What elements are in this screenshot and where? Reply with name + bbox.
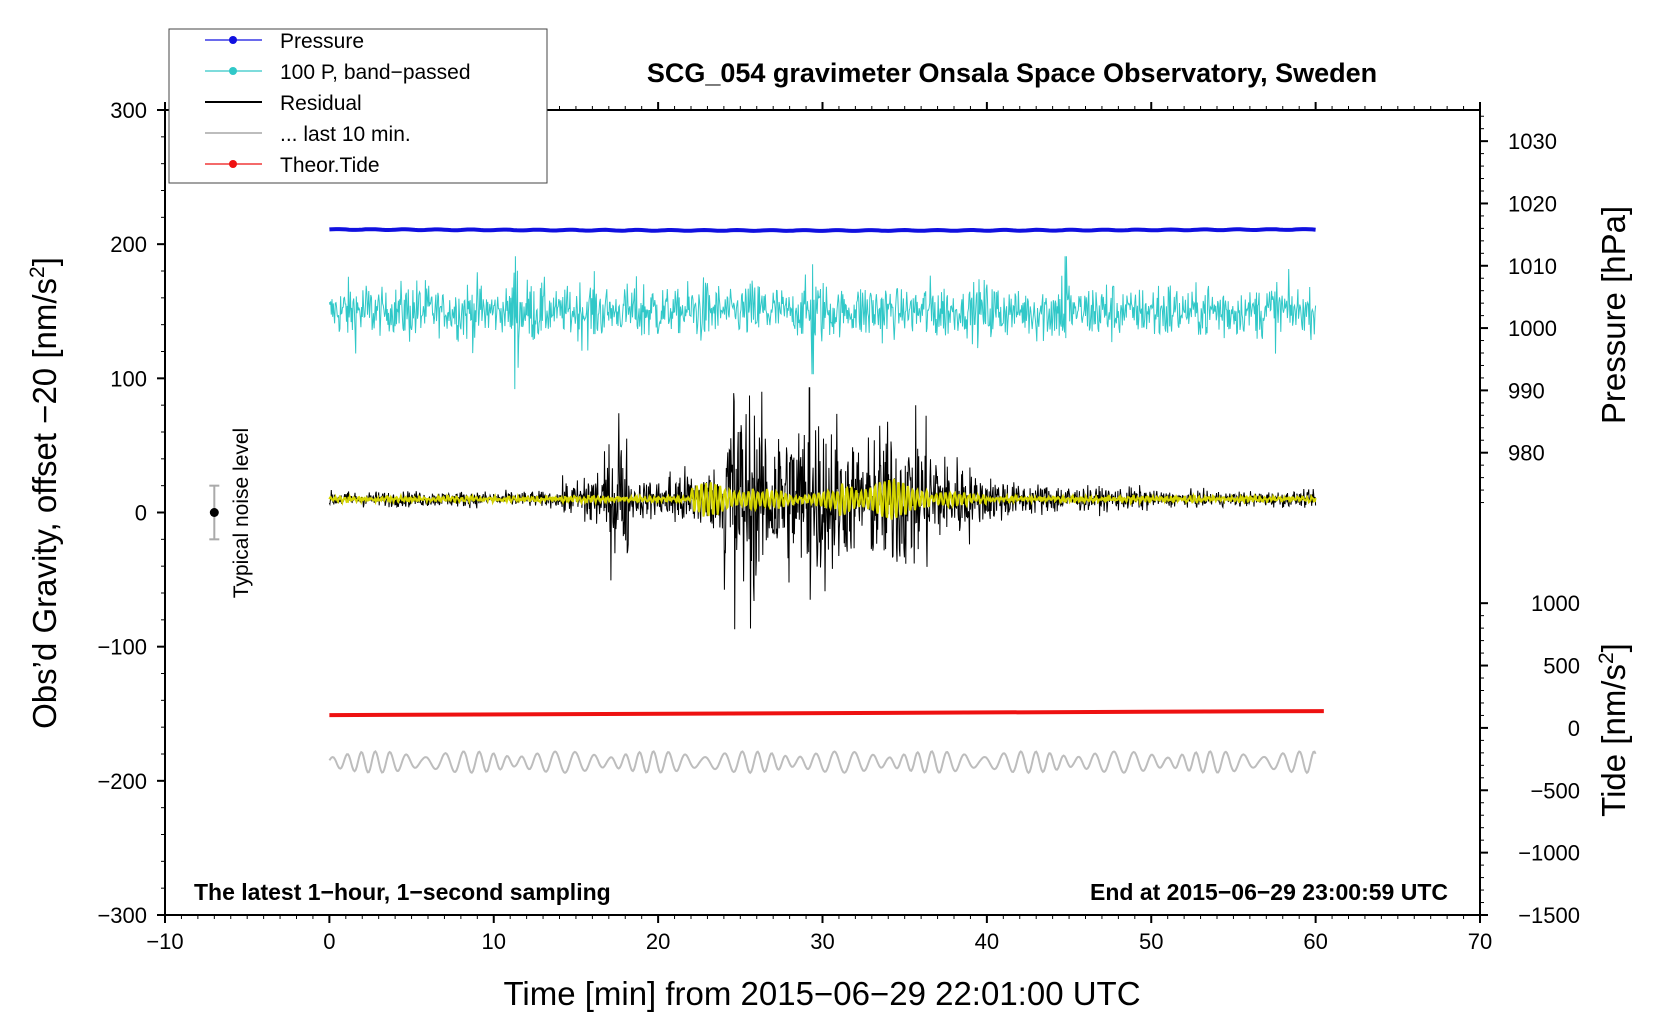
- legend-label: Residual: [280, 92, 362, 115]
- pressure-axis-label: Pressure [hPa]: [1595, 206, 1632, 424]
- x-axis-label: Time [min] from 2015−06−29 22:01:00 UTC: [503, 975, 1140, 1012]
- x-tick-label: 10: [482, 929, 506, 954]
- series-layer: [209, 227, 1324, 775]
- y-tick-label: 300: [110, 98, 147, 123]
- legend-marker: [229, 160, 237, 168]
- legend-box: [168, 28, 548, 184]
- chart-title: SCG_054 gravimeter Onsala Space Observat…: [647, 58, 1377, 88]
- pressure-tick-label: 1020: [1508, 191, 1557, 216]
- series-pressure: [329, 227, 1316, 233]
- tide-axis-label: Tide [nm/s2]: [1595, 643, 1632, 817]
- legend-label: Pressure: [280, 30, 364, 53]
- x-tick-label: 60: [1303, 929, 1327, 954]
- legend-label: Theor.Tide: [280, 154, 380, 177]
- y-tick-label: 0: [135, 501, 147, 526]
- series-tide: [329, 709, 1324, 718]
- y-axis-label-text: Obs’d Gravity, offset −20 [nm/s: [26, 278, 63, 729]
- series-bandpassed-pressure: [328, 256, 1317, 390]
- x-tick-label: 20: [646, 929, 670, 954]
- tide-tick-label: −1500: [1518, 903, 1580, 928]
- annotation-end-time: End at 2015−06−29 23:00:59 UTC: [1090, 879, 1448, 905]
- tide-tick-label: −500: [1530, 778, 1580, 803]
- tide-axis-label-text: Tide [nm/s: [1595, 664, 1632, 817]
- legend: Pressure 100 P, band−passed Residual ... la…: [168, 28, 548, 184]
- y-tick-label: −100: [97, 635, 147, 660]
- legend-label: 100 P, band−passed: [280, 61, 471, 84]
- tide-tick-label: −1000: [1518, 841, 1580, 866]
- pressure-tick-label: 1000: [1508, 316, 1557, 341]
- series-last-10-min: [328, 749, 1317, 775]
- tide-axis-label-close: ]: [1595, 643, 1632, 652]
- x-tick-label: 50: [1139, 929, 1163, 954]
- x-tick-label: 40: [975, 929, 999, 954]
- pressure-tick-label: 990: [1508, 378, 1545, 403]
- tide-axis-label-sup: 2: [1595, 652, 1618, 664]
- axes-layer: −10 0 10 20 30 40 50 60 703002001000−100−200−300…: [97, 98, 1580, 954]
- legend-marker: [229, 67, 237, 75]
- tide-tick-label: 1000: [1531, 591, 1580, 616]
- annotation-sampling: The latest 1−hour, 1−second sampling: [194, 879, 611, 905]
- x-tick-label: −10: [146, 929, 183, 954]
- y-tick-label: −300: [97, 903, 147, 928]
- x-tick-label: 70: [1468, 929, 1492, 954]
- x-tick-label: 30: [810, 929, 834, 954]
- tide-tick-label: 500: [1543, 654, 1580, 679]
- y-axis-label: Obs’d Gravity, offset −20 [nm/s2]: [26, 257, 63, 729]
- y-axis-label-close: ]: [26, 257, 63, 266]
- y-axis-label-sup: 2: [26, 266, 49, 278]
- y-tick-label: 100: [110, 366, 147, 391]
- legend-label: ... last 10 min.: [280, 123, 411, 146]
- noise-level-label: Typical noise level: [230, 428, 253, 598]
- legend-marker: [229, 36, 237, 44]
- series-residual: [328, 387, 1317, 630]
- y-tick-label: 200: [110, 232, 147, 257]
- y-tick-label: −200: [97, 769, 147, 794]
- pressure-tick-label: 1010: [1508, 254, 1557, 279]
- x-tick-label: 0: [323, 929, 335, 954]
- noise-point: [209, 508, 219, 517]
- pressure-tick-label: 1030: [1508, 129, 1557, 154]
- tide-tick-label: 0: [1568, 716, 1580, 741]
- series-residual-lowpassed: [328, 478, 1317, 520]
- pressure-tick-label: 980: [1508, 441, 1545, 466]
